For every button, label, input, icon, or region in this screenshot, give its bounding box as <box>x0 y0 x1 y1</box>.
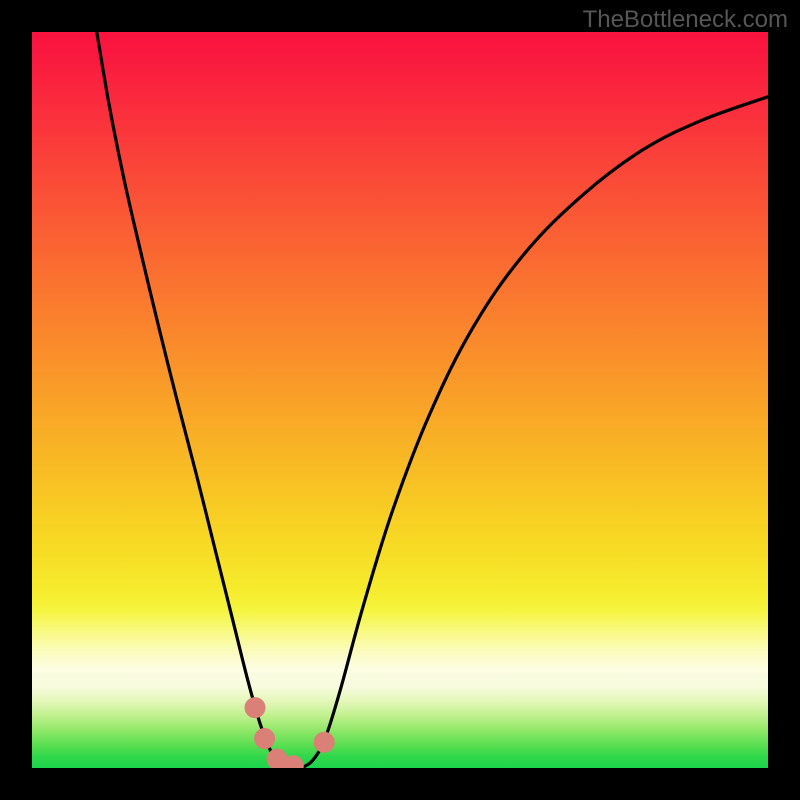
data-marker <box>283 756 303 776</box>
chart-container: TheBottleneck.com <box>0 0 800 800</box>
data-marker <box>245 698 265 718</box>
chart-svg <box>0 0 800 800</box>
data-marker <box>255 729 275 749</box>
data-marker <box>314 732 334 752</box>
